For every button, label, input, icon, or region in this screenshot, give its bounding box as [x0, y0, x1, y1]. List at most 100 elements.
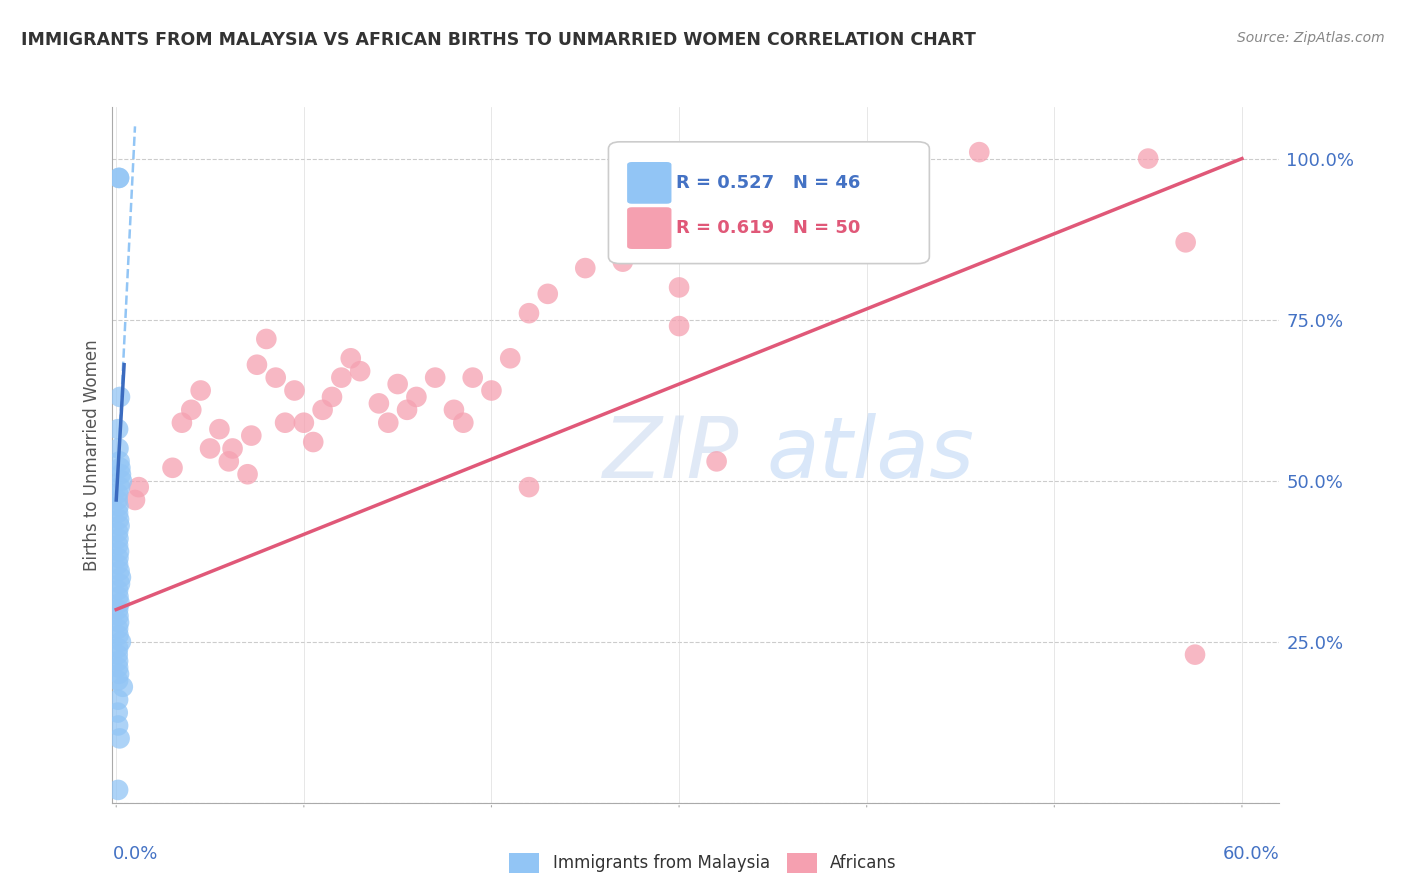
- Point: [162, 460, 184, 475]
- Point: [107, 538, 129, 552]
- Point: [107, 628, 129, 642]
- Y-axis label: Births to Unmarried Women: Births to Unmarried Women: [83, 339, 101, 571]
- Point: [967, 145, 990, 160]
- Point: [108, 564, 131, 578]
- Point: [1137, 152, 1160, 166]
- Point: [107, 486, 129, 500]
- Point: [818, 152, 841, 166]
- Text: R = 0.527   N = 46: R = 0.527 N = 46: [676, 174, 860, 192]
- Point: [405, 390, 427, 404]
- Point: [108, 454, 131, 468]
- Point: [110, 570, 132, 584]
- Point: [107, 602, 129, 616]
- Point: [107, 551, 129, 566]
- Point: [893, 145, 915, 160]
- FancyBboxPatch shape: [627, 207, 672, 249]
- Point: [107, 654, 129, 668]
- Point: [107, 558, 129, 572]
- Point: [170, 416, 193, 430]
- Point: [1174, 235, 1197, 250]
- Point: [668, 280, 690, 294]
- Point: [107, 609, 129, 624]
- Point: [517, 480, 540, 494]
- Point: [499, 351, 522, 366]
- Point: [107, 422, 129, 436]
- Point: [108, 667, 131, 681]
- Point: [107, 783, 129, 797]
- Point: [107, 442, 129, 456]
- Point: [107, 718, 129, 732]
- Text: Source: ZipAtlas.com: Source: ZipAtlas.com: [1237, 31, 1385, 45]
- Point: [367, 396, 389, 410]
- Point: [110, 467, 132, 482]
- Point: [190, 384, 212, 398]
- Point: [425, 370, 447, 384]
- FancyBboxPatch shape: [627, 162, 672, 203]
- Point: [574, 261, 596, 276]
- Text: R = 0.619   N = 50: R = 0.619 N = 50: [676, 219, 860, 237]
- Point: [668, 319, 690, 334]
- Text: IMMIGRANTS FROM MALAYSIA VS AFRICAN BIRTHS TO UNMARRIED WOMEN CORRELATION CHART: IMMIGRANTS FROM MALAYSIA VS AFRICAN BIRT…: [21, 31, 976, 49]
- Text: 0.0%: 0.0%: [112, 845, 157, 863]
- Point: [208, 422, 231, 436]
- Point: [107, 622, 129, 636]
- Point: [396, 402, 419, 417]
- Point: [110, 460, 132, 475]
- Legend: Immigrants from Malaysia, Africans: Immigrants from Malaysia, Africans: [503, 847, 903, 880]
- Point: [218, 454, 240, 468]
- Point: [517, 306, 540, 320]
- Point: [387, 377, 409, 392]
- Point: [124, 493, 146, 508]
- Point: [321, 390, 343, 404]
- Point: [339, 351, 361, 366]
- Point: [221, 442, 243, 456]
- Point: [108, 518, 131, 533]
- Text: ZIP: ZIP: [603, 413, 740, 497]
- Point: [128, 480, 150, 494]
- Point: [107, 692, 129, 706]
- Point: [108, 390, 131, 404]
- Point: [537, 286, 560, 301]
- Point: [108, 576, 131, 591]
- Point: [274, 416, 297, 430]
- Point: [107, 641, 129, 656]
- FancyBboxPatch shape: [609, 142, 929, 264]
- Point: [108, 731, 131, 746]
- Point: [108, 544, 131, 558]
- Point: [762, 152, 785, 166]
- Point: [240, 428, 263, 442]
- Point: [377, 416, 399, 430]
- Point: [330, 370, 353, 384]
- Point: [107, 500, 129, 514]
- Point: [107, 590, 129, 604]
- Point: [612, 254, 634, 268]
- Point: [107, 532, 129, 546]
- Point: [246, 358, 269, 372]
- Point: [107, 506, 129, 520]
- Point: [443, 402, 465, 417]
- Point: [461, 370, 484, 384]
- Point: [108, 615, 131, 630]
- Point: [110, 634, 132, 648]
- Text: atlas: atlas: [766, 413, 974, 497]
- Point: [107, 673, 129, 688]
- Point: [481, 384, 503, 398]
- Point: [108, 512, 131, 526]
- Text: 60.0%: 60.0%: [1223, 845, 1279, 863]
- Point: [283, 384, 305, 398]
- Point: [107, 493, 129, 508]
- Point: [107, 525, 129, 540]
- Point: [107, 583, 129, 598]
- Point: [198, 442, 221, 456]
- Point: [107, 660, 129, 674]
- Point: [349, 364, 371, 378]
- Point: [254, 332, 277, 346]
- Point: [107, 648, 129, 662]
- Point: [111, 474, 134, 488]
- Point: [108, 480, 131, 494]
- Point: [311, 402, 333, 417]
- Point: [108, 596, 131, 610]
- Point: [292, 416, 315, 430]
- Point: [108, 170, 131, 185]
- Point: [453, 416, 475, 430]
